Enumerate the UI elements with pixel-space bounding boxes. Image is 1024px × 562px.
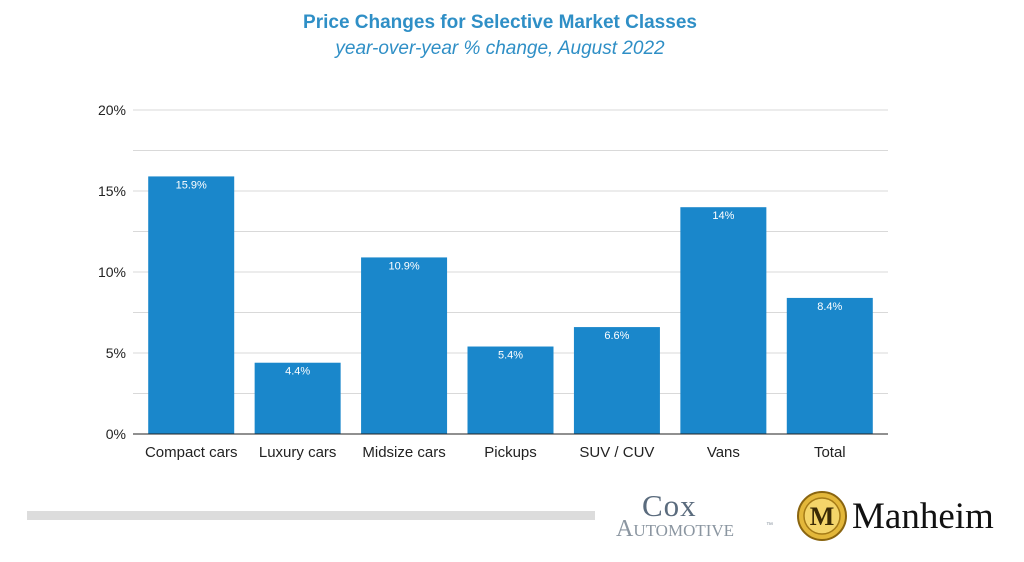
- bar-data-label: 10.9%: [388, 260, 419, 272]
- x-tick-label: Vans: [707, 444, 740, 461]
- bar: [148, 176, 235, 435]
- bar: [467, 346, 554, 434]
- x-tick-label: Luxury cars: [259, 444, 337, 461]
- y-tick-label: 15%: [98, 183, 126, 199]
- manheim-emblem-letter: M: [810, 502, 835, 531]
- manheim-logo: M Manheim: [796, 490, 1006, 546]
- x-tick-label: Midsize cars: [362, 444, 445, 461]
- x-tick-label: SUV / CUV: [579, 444, 654, 461]
- bar-data-label: 5.4%: [498, 350, 523, 362]
- manheim-emblem-icon: M: [797, 491, 847, 541]
- data-labels: 15.9% 4.4% 10.9% 5.4% 6.6% 14% 8.4%: [176, 179, 843, 377]
- bar: [786, 297, 873, 434]
- y-tick-label: 0%: [106, 426, 126, 442]
- cox-wordmark: Cox: [642, 488, 697, 523]
- y-tick-label: 5%: [106, 345, 126, 361]
- bar: [254, 362, 341, 434]
- bar: [361, 257, 448, 434]
- bar-data-label: 8.4%: [817, 301, 842, 313]
- bars: [148, 176, 873, 435]
- x-tick-label: Compact cars: [145, 444, 238, 461]
- footer-divider-bar: [27, 511, 595, 520]
- bar-data-label: 4.4%: [285, 366, 310, 378]
- x-tick-label: Pickups: [484, 444, 537, 461]
- automotive-wordmark: Automotive: [616, 516, 735, 542]
- manheim-wordmark: Manheim: [852, 496, 994, 537]
- bar-data-label: 14%: [712, 210, 734, 222]
- y-axis-tick-labels: 0% 5% 10% 15% 20%: [98, 102, 126, 442]
- cox-automotive-logo: Cox Automotive ™: [612, 488, 782, 548]
- y-tick-label: 10%: [98, 264, 126, 280]
- bar-data-label: 6.6%: [604, 330, 629, 342]
- bar: [573, 327, 660, 434]
- bar-chart: 0% 5% 10% 15% 20% 15.9% 4.4% 10.9% 5.4% 6.6% 14% 8…: [98, 102, 888, 461]
- trademark-mark: ™: [766, 522, 773, 529]
- x-axis-tick-labels: Compact cars Luxury cars Midsize cars Picku…: [145, 444, 846, 461]
- bar-data-label: 15.9%: [176, 179, 207, 191]
- chart-title: Price Changes for Selective Market Class…: [303, 12, 697, 33]
- x-tick-label: Total: [814, 444, 846, 461]
- bar: [680, 207, 767, 434]
- y-tick-label: 20%: [98, 102, 126, 118]
- chart-subtitle: year-over-year % change, August 2022: [335, 38, 665, 59]
